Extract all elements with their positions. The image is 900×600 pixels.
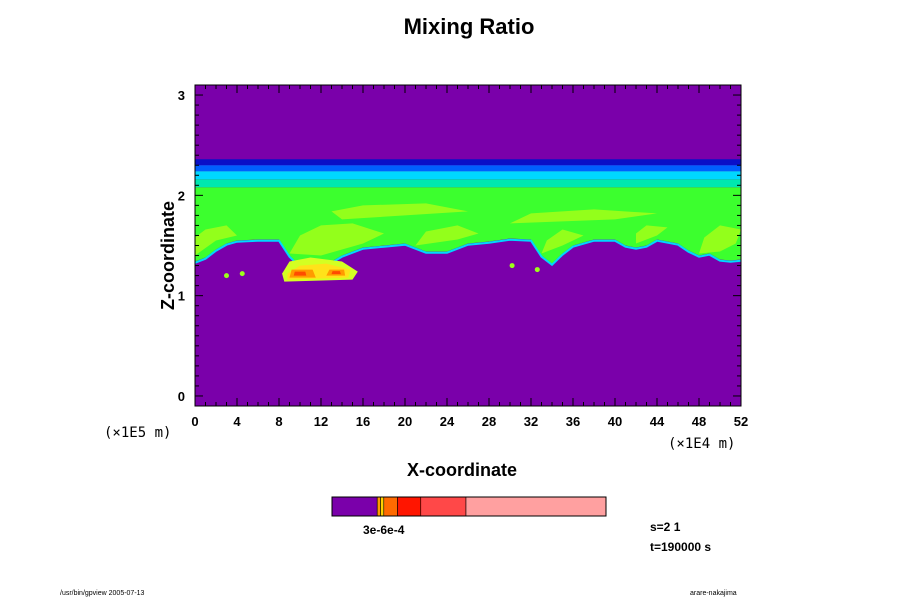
colorbar-segment <box>380 496 385 517</box>
heatmap-band <box>195 171 741 180</box>
heatmap-lime-patch <box>510 209 657 224</box>
colorbar-segment <box>465 496 607 517</box>
heatmap-lime-patch <box>289 223 384 256</box>
colorbar-segment <box>331 496 378 517</box>
heatmap-lime-patch <box>699 225 741 254</box>
x-tick-label: 20 <box>398 414 412 429</box>
heatmap-speck <box>509 263 515 269</box>
x-tick-label: 48 <box>692 414 706 429</box>
time-label: t=190000 s <box>650 540 712 554</box>
heatmap-lime-patch <box>331 203 468 220</box>
y-tick-label: 0 <box>178 389 185 404</box>
x-tick-label: 4 <box>233 414 241 429</box>
heatmap-band <box>195 165 741 172</box>
heatmap-lime-patch <box>415 225 479 246</box>
x-tick-label: 40 <box>608 414 622 429</box>
colorbar-label: 3e-6e-4 <box>363 523 405 537</box>
x-tick-label: 0 <box>191 414 198 429</box>
heatmap-speck <box>239 271 245 277</box>
heatmap-band <box>195 179 741 188</box>
x-tick-label: 24 <box>440 414 455 429</box>
y-axis-label: Z-coordinate <box>158 200 179 311</box>
y-tick-label: 2 <box>178 188 185 203</box>
heatmap-band <box>195 187 741 201</box>
heatmap-core-patch <box>331 271 341 275</box>
z-axis-unit: (×1E5 m) <box>104 425 172 441</box>
x-tick-label: 36 <box>566 414 580 429</box>
y-tick-label: 3 <box>178 88 185 103</box>
x-tick-label: 32 <box>524 414 538 429</box>
heatmap-lime-patch <box>195 225 237 256</box>
y-tick-label: 1 <box>178 289 185 304</box>
heatmap-lime-patch <box>636 225 668 244</box>
step-label: s=2 1 <box>650 520 681 534</box>
colorbar-segment <box>397 496 422 517</box>
colorbar-segment <box>376 496 381 517</box>
x-tick-label: 8 <box>275 414 282 429</box>
heatmap-speck <box>534 267 540 273</box>
heatmap-band <box>195 159 741 166</box>
x-axis-unit: (×1E4 m) <box>668 436 736 452</box>
x-axis-label: X-coordinate <box>407 460 518 480</box>
footer-left: /usr/bin/gpview 2005-07-13 <box>60 590 145 597</box>
colorbar-segment <box>420 496 467 517</box>
x-tick-label: 28 <box>482 414 496 429</box>
heatmap-lime-patch <box>541 229 584 254</box>
x-tick-label: 12 <box>314 414 328 429</box>
x-tick-label: 16 <box>356 414 370 429</box>
heatmap-speck <box>224 273 229 279</box>
colorbar-frame <box>331 496 607 517</box>
chart-title: Mixing Ratio <box>403 14 535 39</box>
x-tick-label: 52 <box>734 414 748 429</box>
footer-right: arare-nakajima <box>690 590 737 597</box>
heatmap-core-patch <box>293 271 307 276</box>
x-tick-label: 44 <box>650 414 665 429</box>
colorbar-segment <box>383 496 398 517</box>
heatmap-cyan-contour <box>195 238 741 272</box>
